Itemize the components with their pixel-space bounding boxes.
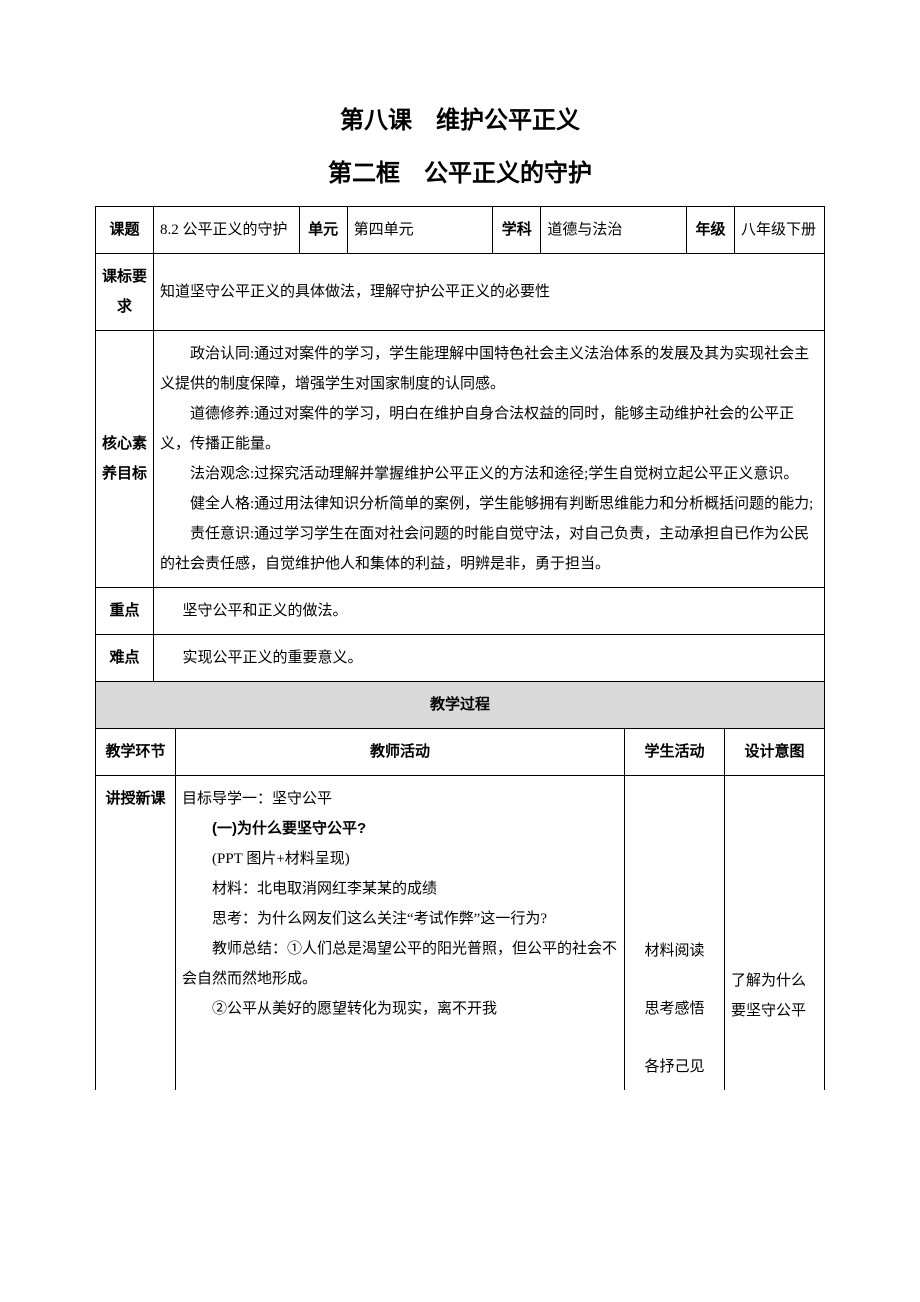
teacher-line1: 目标导学一：坚守公平 [182, 784, 618, 814]
standard-label: 课标要求 [96, 254, 154, 331]
topic-value: 8.2 公平正义的守护 [154, 207, 300, 254]
unit-label: 单元 [299, 207, 347, 254]
lesson-sub-title: 第二框 公平正义的守护 [95, 153, 825, 188]
core-p5: 责任意识:通过学习学生在面对社会问题的时能自觉守法，对自己负责，主动承担自已作为… [160, 519, 818, 579]
standard-row: 课标要求 知道坚守公平正义的具体做法，理解守护公平正义的必要性 [96, 254, 825, 331]
teacher-line7: ②公平从美好的愿望转化为现实，离不开我 [182, 994, 618, 1024]
key-label: 重点 [96, 588, 154, 635]
grade-value: 八年级下册 [735, 207, 825, 254]
document-page: 第八课 维护公平正义 第二框 公平正义的守护 课题 8.2 公平正义的守护 单元… [0, 0, 920, 1130]
core-p2: 道德修养:通过对案件的学习，明白在维护自身合法权益的同时，能够主动维护社会的公平… [160, 399, 818, 459]
process-col-student: 学生活动 [625, 729, 725, 776]
student-activity-cell: 材料阅读 思考感悟 各抒己见 [625, 776, 725, 1091]
process-table: 教学环节 教师活动 学生活动 设计意图 讲授新课 目标导学一：坚守公平 (一)为… [95, 729, 825, 1090]
lesson-content-row: 讲授新课 目标导学一：坚守公平 (一)为什么要坚守公平? (PPT 图片+材料呈… [96, 776, 825, 1091]
student-line1: 材料阅读 [631, 936, 718, 966]
diff-text: 实现公平正义的重要意义。 [160, 643, 818, 673]
stage-new-lesson: 讲授新课 [96, 776, 176, 1091]
teacher-line4: 材料：北电取消网红李某某的成绩 [182, 874, 618, 904]
diff-label: 难点 [96, 635, 154, 682]
process-col-teacher: 教师活动 [176, 729, 625, 776]
teacher-line6: 教师总结：①人们总是渴望公平的阳光普照，但公平的社会不会自然而然地形成。 [182, 934, 618, 994]
process-header: 教学过程 [96, 682, 825, 729]
core-p1: 政治认同:通过对案件的学习，学生能理解中国特色社会主义法治体系的发展及其为实现社… [160, 339, 818, 399]
key-row: 重点 坚守公平和正义的做法。 [96, 588, 825, 635]
diff-row: 难点 实现公平正义的重要意义。 [96, 635, 825, 682]
process-col-stage: 教学环节 [96, 729, 176, 776]
student-line2: 思考感悟 [631, 994, 718, 1024]
process-col-intent: 设计意图 [725, 729, 825, 776]
grade-label: 年级 [687, 207, 735, 254]
intent-line1: 了解为什么要坚守公平 [731, 966, 818, 1026]
core-label: 核心素养目标 [96, 331, 154, 588]
design-intent-cell: 了解为什么要坚守公平 [725, 776, 825, 1091]
lesson-main-title: 第八课 维护公平正义 [95, 100, 825, 135]
student-line3: 各抒己见 [631, 1052, 718, 1082]
core-value: 政治认同:通过对案件的学习，学生能理解中国特色社会主义法治体系的发展及其为实现社… [154, 331, 825, 588]
key-value: 坚守公平和正义的做法。 [154, 588, 825, 635]
teacher-line5: 思考：为什么网友们这么关注“考试作弊”这一行为? [182, 904, 618, 934]
diff-value: 实现公平正义的重要意义。 [154, 635, 825, 682]
teacher-line2: (一)为什么要坚守公平? [182, 814, 618, 844]
key-text: 坚守公平和正义的做法。 [160, 596, 818, 626]
lesson-plan-table: 课题 8.2 公平正义的守护 单元 第四单元 学科 道德与法治 年级 八年级下册… [95, 206, 825, 729]
standard-value: 知道坚守公平正义的具体做法，理解守护公平正义的必要性 [154, 254, 825, 331]
unit-value: 第四单元 [347, 207, 493, 254]
teacher-activity-cell: 目标导学一：坚守公平 (一)为什么要坚守公平? (PPT 图片+材料呈现) 材料… [176, 776, 625, 1091]
topic-label: 课题 [96, 207, 154, 254]
header-info-row: 课题 8.2 公平正义的守护 单元 第四单元 学科 道德与法治 年级 八年级下册 [96, 207, 825, 254]
core-p3: 法治观念:过探究活动理解并掌握维护公平正义的方法和途径;学生自觉树立起公平正义意… [160, 459, 818, 489]
subject-value: 道德与法治 [541, 207, 687, 254]
process-header-row: 教学过程 [96, 682, 825, 729]
core-p4: 健全人格:通过用法律知识分析简单的案例，学生能够拥有判断思维能力和分析概括问题的… [160, 489, 818, 519]
core-row: 核心素养目标 政治认同:通过对案件的学习，学生能理解中国特色社会主义法治体系的发… [96, 331, 825, 588]
process-columns-row: 教学环节 教师活动 学生活动 设计意图 [96, 729, 825, 776]
subject-label: 学科 [493, 207, 541, 254]
teacher-line3: (PPT 图片+材料呈现) [182, 844, 618, 874]
